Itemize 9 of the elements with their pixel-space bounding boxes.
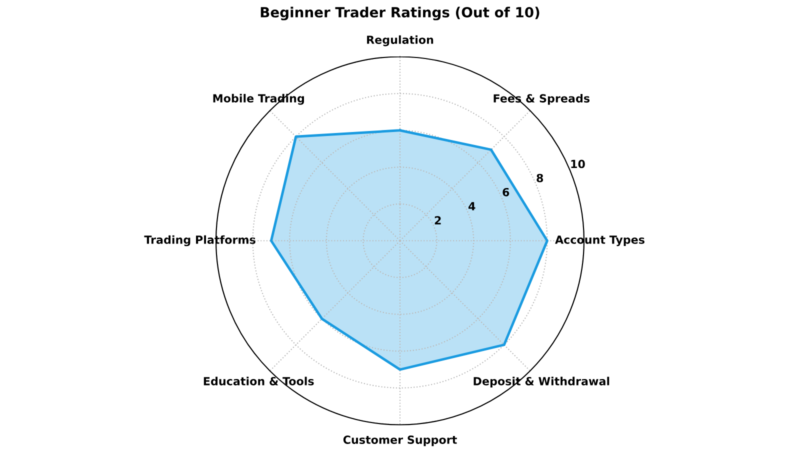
spoke-label: Regulation	[367, 35, 434, 46]
spoke-label: Education & Tools	[204, 376, 314, 386]
y-tick-label: 10	[571, 160, 585, 168]
y-tick-label: 2	[434, 216, 441, 224]
y-tick-label: 6	[502, 188, 510, 196]
y-tick-label: 4	[468, 202, 476, 210]
spoke-label: Customer Support	[343, 436, 457, 446]
chart-title: Beginner Trader Ratings (Out of 10)	[260, 6, 540, 20]
y-tick-label: 8	[536, 174, 544, 182]
